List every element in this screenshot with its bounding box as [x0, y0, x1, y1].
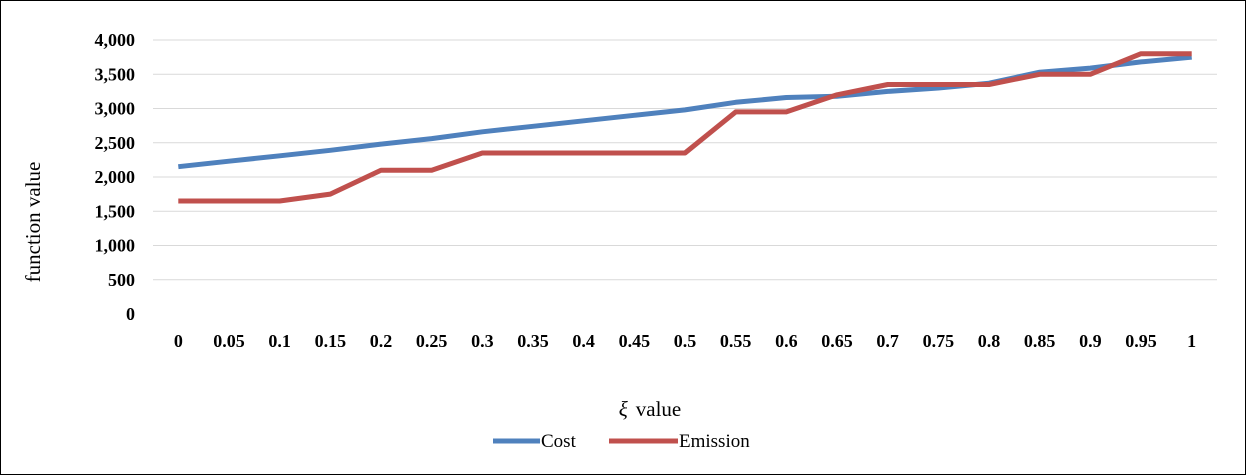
x-tick-label: 0.8 — [978, 331, 1001, 351]
x-axis-title-symbol: ξ — [619, 397, 628, 421]
y-axis-title: function value — [21, 162, 45, 283]
x-tick-label: 0.25 — [416, 331, 448, 351]
y-tick-label: 1,000 — [95, 236, 136, 256]
x-tick-label: 0.35 — [517, 331, 549, 351]
y-tick-label: 1,500 — [95, 201, 136, 221]
x-tick-label: 1 — [1187, 331, 1196, 351]
y-tick-label: 0 — [126, 304, 135, 324]
y-tick-label: 3,500 — [95, 64, 136, 84]
x-tick-label: 0.9 — [1079, 331, 1102, 351]
y-tick-label: 3,000 — [95, 99, 136, 119]
x-tick-label: 0.65 — [821, 331, 853, 351]
legend: Cost Emission — [493, 431, 750, 452]
x-axis-title: ξ value — [619, 397, 681, 421]
x-tick-label: 0.05 — [213, 331, 245, 351]
x-tick-label: 0.6 — [775, 331, 798, 351]
x-tick-label: 0.45 — [619, 331, 651, 351]
x-tick-label: 0.55 — [720, 331, 752, 351]
y-tick-label: 2,500 — [95, 133, 136, 153]
y-axis-ticks: 0 500 1,000 1,500 2,000 2,500 3,000 3,500 4,000 — [95, 30, 136, 324]
series-line-emission — [178, 51, 1192, 204]
y-tick-label: 4,000 — [95, 30, 136, 50]
x-tick-label: 0.1 — [268, 331, 291, 351]
y-tick-label: 2,000 — [95, 167, 136, 187]
legend-label-emission: Emission — [679, 431, 750, 452]
x-tick-label: 0.7 — [876, 331, 899, 351]
x-tick-label: 0.75 — [923, 331, 955, 351]
x-tick-label: 0 — [174, 331, 183, 351]
x-tick-label: 0.4 — [572, 331, 595, 351]
series-lines — [178, 51, 1192, 204]
x-tick-label: 0.5 — [674, 331, 697, 351]
x-tick-label: 0.85 — [1024, 331, 1056, 351]
x-axis-ticks: 0 0.05 0.1 0.15 0.2 0.25 0.3 0.35 0.4 0.45 0.5 0.55… — [174, 331, 1196, 351]
legend-label-cost: Cost — [541, 431, 577, 452]
x-tick-label: 0.95 — [1125, 331, 1157, 351]
y-tick-label: 500 — [108, 270, 135, 290]
x-axis-title-text: value — [636, 397, 681, 421]
x-tick-label: 0.15 — [315, 331, 347, 351]
x-tick-label: 0.3 — [471, 331, 494, 351]
x-tick-label: 0.2 — [370, 331, 393, 351]
